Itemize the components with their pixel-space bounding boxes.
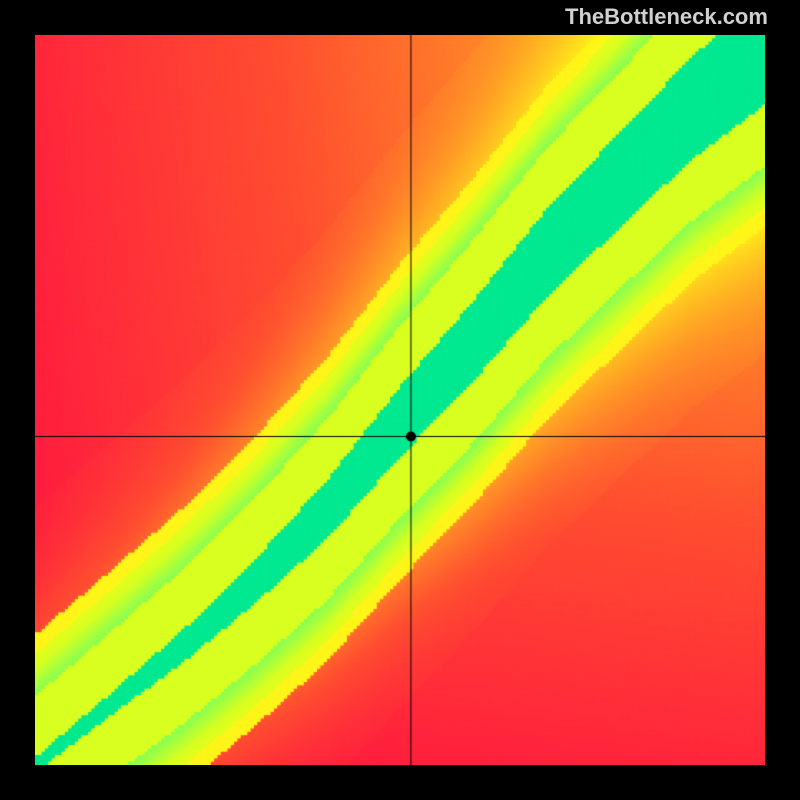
bottleneck-heatmap xyxy=(35,35,765,765)
watermark-text: TheBottleneck.com xyxy=(565,4,768,30)
